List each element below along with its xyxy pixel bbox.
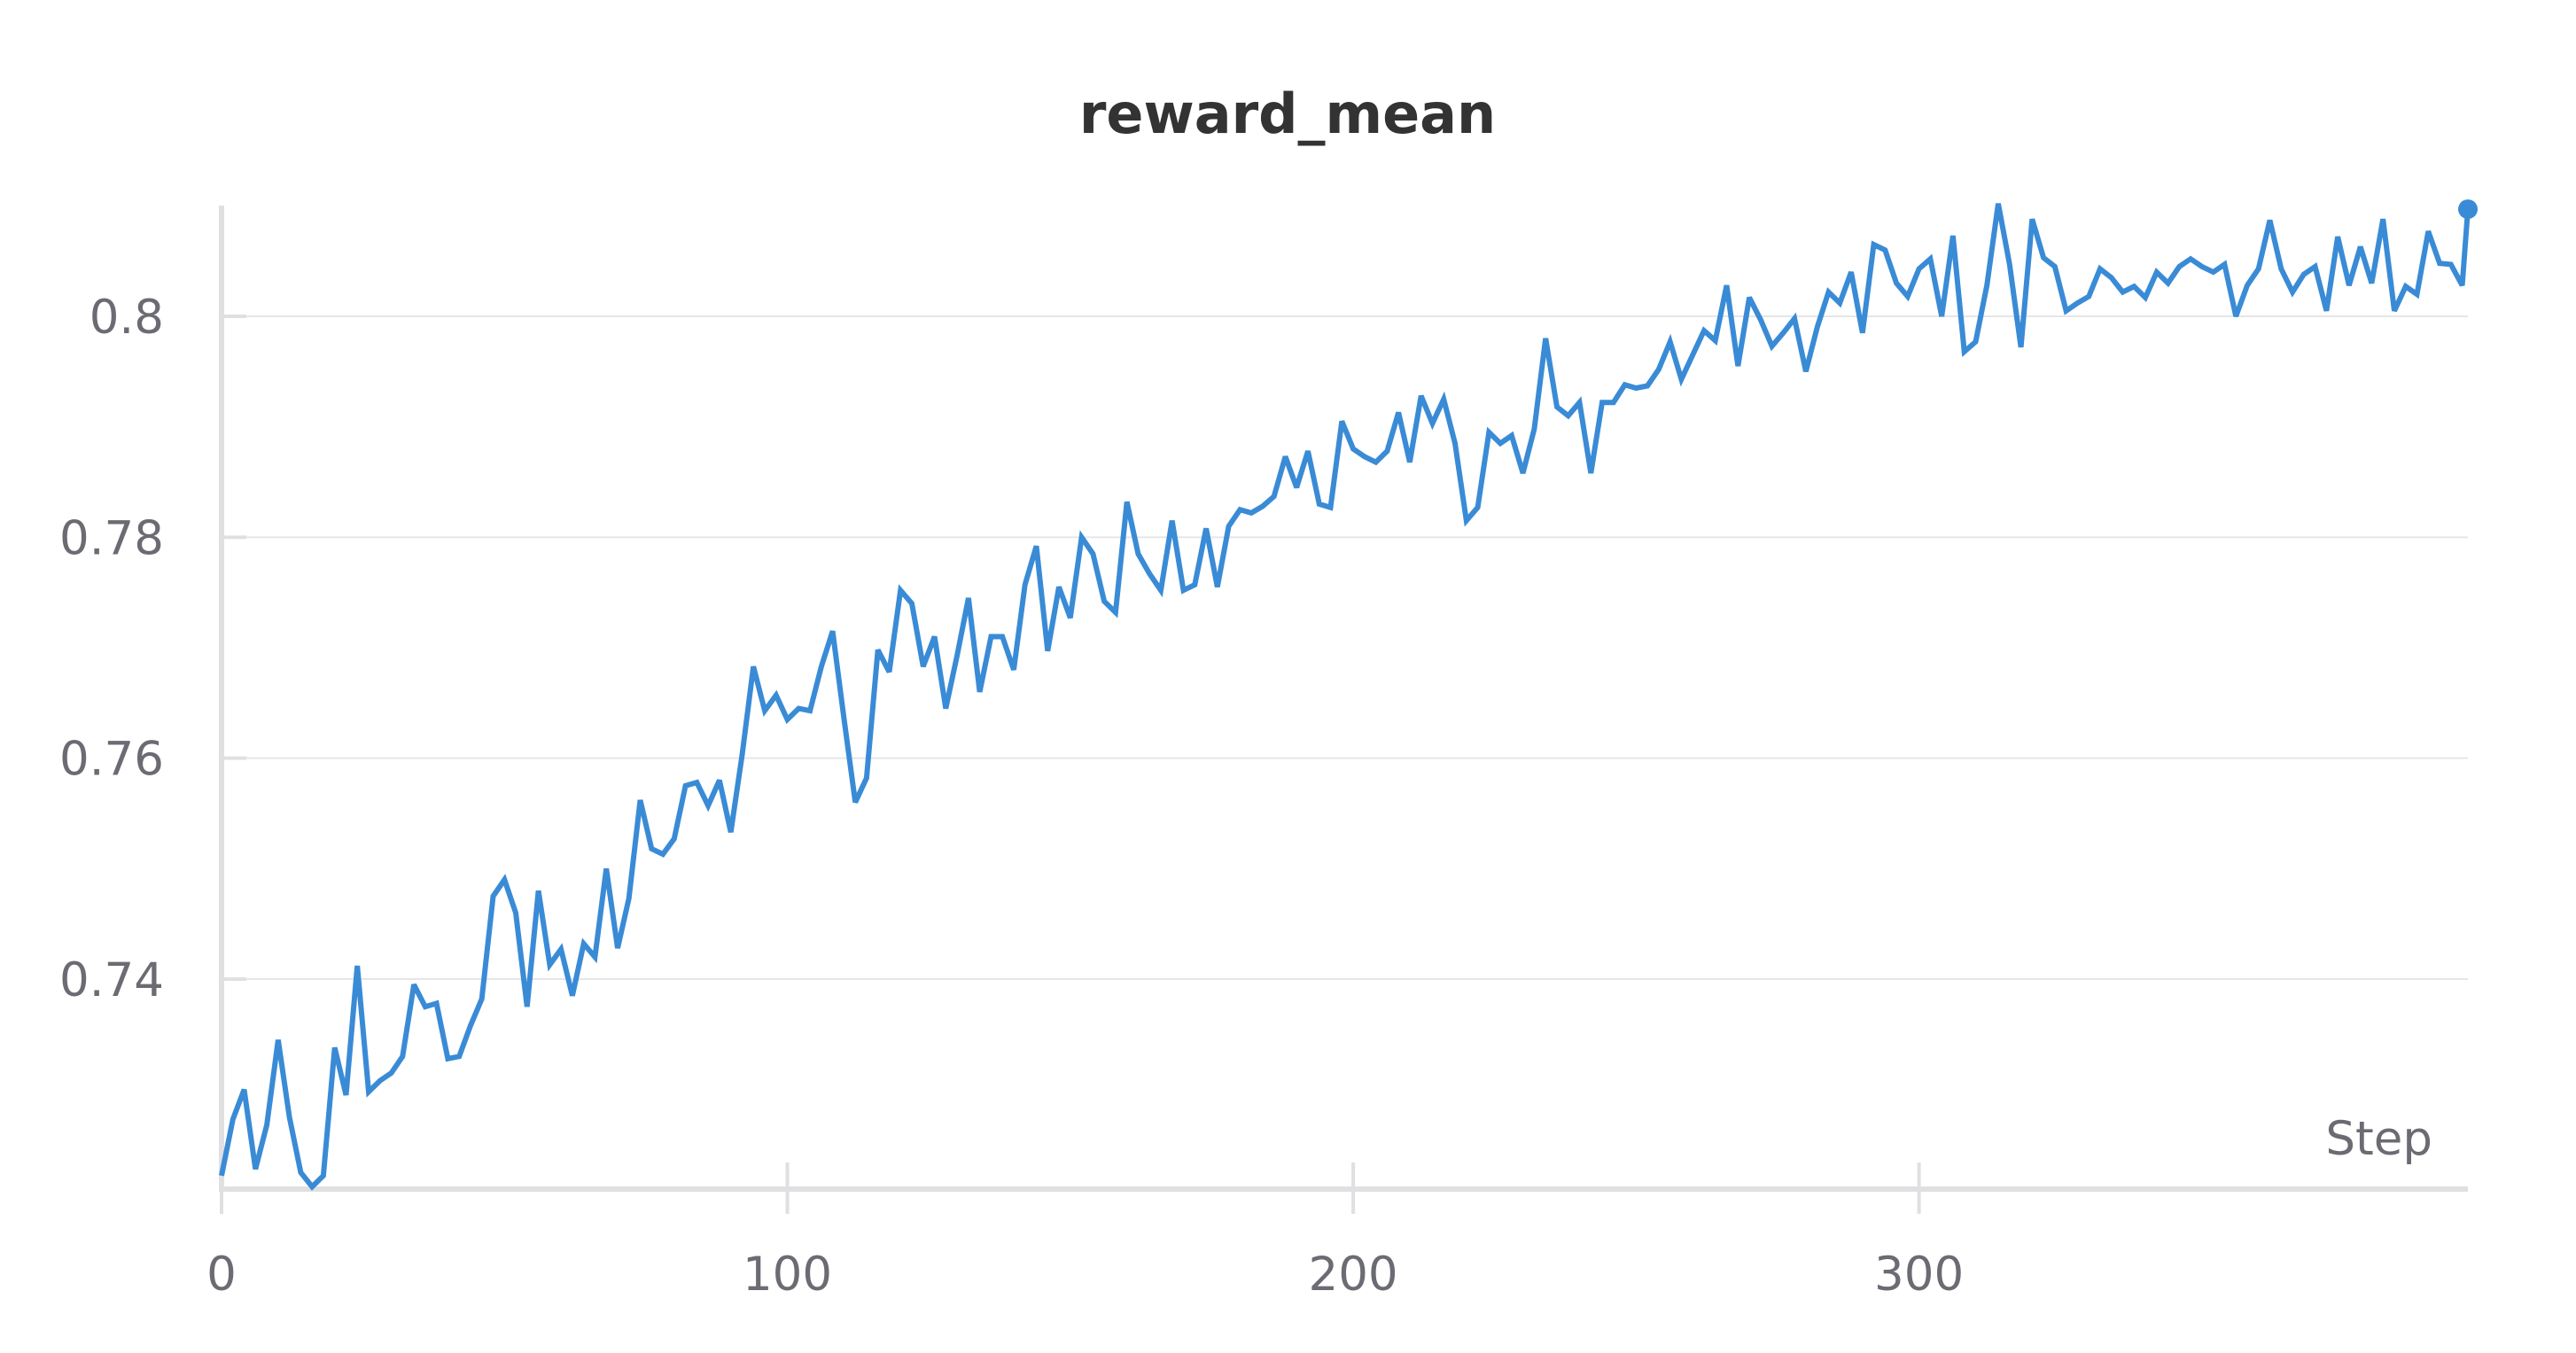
x-tick-label: 100 bbox=[743, 1248, 832, 1302]
x-tick-label: 200 bbox=[1308, 1248, 1397, 1302]
chart-title: reward_mean bbox=[1079, 82, 1496, 146]
series-end-point bbox=[2458, 199, 2478, 220]
grid-lines bbox=[222, 315, 2468, 980]
y-tick-label: 0.74 bbox=[59, 953, 164, 1007]
y-tick-label: 0.8 bbox=[89, 291, 164, 345]
y-tick-label: 0.76 bbox=[59, 733, 164, 787]
axes bbox=[219, 206, 2468, 1192]
x-axis-ticks: 0 100 200 300 bbox=[206, 1162, 1964, 1302]
y-axis-ticks: 0.74 0.76 0.78 0.8 bbox=[59, 291, 246, 1007]
x-axis-label: Step bbox=[2325, 1112, 2432, 1166]
x-tick-label: 0 bbox=[206, 1248, 237, 1302]
x-tick-label: 300 bbox=[1874, 1248, 1964, 1302]
y-tick-label: 0.78 bbox=[59, 511, 164, 565]
series-line bbox=[219, 203, 2471, 1191]
series-layer bbox=[219, 199, 2478, 1191]
